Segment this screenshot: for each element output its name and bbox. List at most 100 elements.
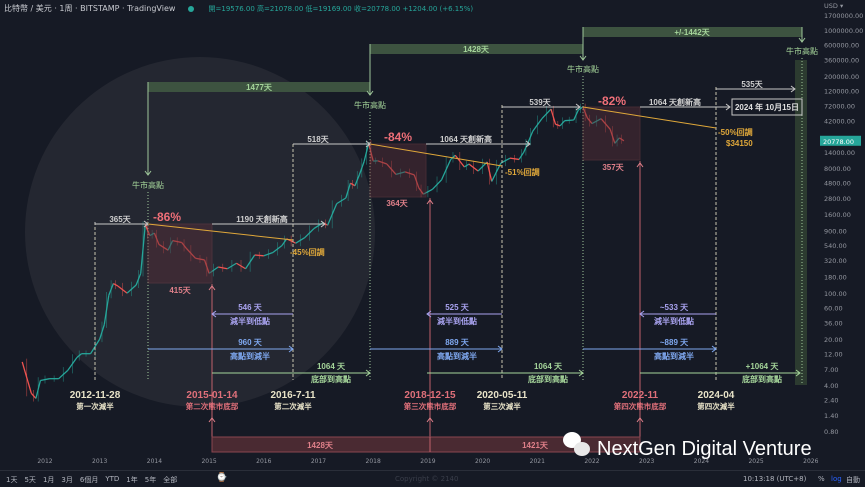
last-price-label: 20778.00 xyxy=(823,138,854,146)
up-arrow-icon xyxy=(636,162,644,168)
y-tick-label: 42000.00 xyxy=(824,118,855,126)
duration-arrow xyxy=(502,103,581,111)
trend-line-3 xyxy=(582,106,717,129)
y-tick-label: 8000.00 xyxy=(824,165,851,173)
new-high-label: 1064 天創新高 xyxy=(440,134,492,144)
x-tick-label: 2016 xyxy=(256,458,271,465)
svg-text:高點到減半: 高點到減半 xyxy=(437,351,477,361)
y-tick-label: 2800.00 xyxy=(824,195,851,203)
retrace-label: -51%回調 xyxy=(505,167,540,177)
to-peak-label: 535天 xyxy=(741,80,763,89)
up-arrow-icon xyxy=(208,417,216,423)
range-button[interactable]: 全部 xyxy=(163,476,178,484)
percent-toggle[interactable]: % xyxy=(818,475,825,483)
x-tick-label: 2018 xyxy=(366,458,381,465)
copyright: Copyright © 2140 xyxy=(395,475,459,483)
peak-label: 牛市高點 xyxy=(786,46,818,56)
cycle-bars: 1477天 1428天 +/-1442天 牛市高點 牛市高點 牛市高點 牛市高點 xyxy=(132,27,818,190)
svg-text:1064 天: 1064 天 xyxy=(317,362,346,371)
duration-arrows xyxy=(94,85,801,423)
bottom-cycle-label: 1428天 xyxy=(307,441,334,450)
range-button[interactable]: 6個月 xyxy=(79,476,99,484)
range-button[interactable]: 5天 xyxy=(24,476,36,484)
bear-days-label: 364天 xyxy=(386,199,408,208)
to-peak-label: 365天 xyxy=(109,215,131,224)
duration-arrow xyxy=(211,310,293,318)
range-button[interactable]: 1天 xyxy=(6,476,18,484)
cycle-bar-3 xyxy=(583,27,802,37)
watermark-text: NextGen Digital Venture xyxy=(597,438,812,460)
bear-box-3 xyxy=(582,106,641,161)
event-date: 2024-04 xyxy=(698,390,735,401)
x-tick-label: 2025 xyxy=(748,458,763,465)
range-button[interactable]: 1年 xyxy=(126,476,138,484)
retrace-label: -45%回調 xyxy=(290,247,325,257)
to-peak-label: 518天 xyxy=(307,135,329,144)
price-chart[interactable]: 1477天 1428天 +/-1442天 牛市高點 牛市高點 牛市高點 牛市高點… xyxy=(0,0,865,470)
y-tick-label: 1000000.00 xyxy=(824,27,863,35)
svg-text:減半到低點: 減半到低點 xyxy=(230,316,270,326)
svg-text:525 天: 525 天 xyxy=(445,303,470,312)
y-tick-label: 600000.00 xyxy=(824,42,859,50)
y-tick-label: 900.00 xyxy=(824,227,847,235)
y-tick-label: 2.40 xyxy=(824,397,838,405)
y-tick-label: 7.00 xyxy=(824,366,838,374)
y-tick-label: 12.00 xyxy=(824,351,843,359)
range-button[interactable]: 3月 xyxy=(61,476,73,484)
watermark-logo xyxy=(25,57,375,407)
retrace-price-label: $34150 xyxy=(726,139,753,148)
interval[interactable]: 1周 xyxy=(59,4,73,13)
cycle-bar-2 xyxy=(370,44,583,54)
up-arrow-icon xyxy=(426,199,434,205)
wechat-icon xyxy=(563,432,590,456)
duration-arrow xyxy=(212,220,326,228)
x-tick-label: 2015 xyxy=(201,458,216,465)
event-label: 第二次減半 xyxy=(274,401,312,411)
range-button[interactable]: 1月 xyxy=(42,476,55,484)
y-tick-label: 1700000.00 xyxy=(824,12,863,20)
auto-toggle[interactable]: 自動 xyxy=(846,476,860,484)
symbol[interactable]: 比特幣 / 美元 xyxy=(4,4,52,13)
y-tick-label: 200000.00 xyxy=(824,73,859,81)
range-button[interactable]: YTD xyxy=(105,475,120,483)
log-toggle[interactable]: log xyxy=(831,475,842,483)
time-axis[interactable]: 2012 2013 2014 2015 2016 2017 2018 2019 2020 2021… xyxy=(37,458,818,465)
x-tick-label: 2019 xyxy=(420,458,435,465)
x-tick-label: 2023 xyxy=(639,458,654,465)
price-axis[interactable]: 1700000.00 1000000.00 600000.00 360000.00 20… xyxy=(820,2,863,436)
y-tick-label: 72000.00 xyxy=(824,102,855,110)
duration-arrow xyxy=(716,85,796,93)
y-tick-label: 4800.00 xyxy=(824,180,851,188)
cycle-bar-1 xyxy=(148,82,370,92)
calendar-icon[interactable]: ⌚ xyxy=(216,473,228,483)
duration-arrow xyxy=(639,310,716,318)
event-date: 2015-01-14 xyxy=(186,390,238,401)
new-high-label: 1064 天創新高 xyxy=(649,97,701,107)
y-tick-label: 4.00 xyxy=(824,382,838,390)
x-tick-label: 2012 xyxy=(37,458,52,465)
event-label: 第四次減半 xyxy=(697,401,735,411)
exchange: BITSTAMP xyxy=(80,4,120,13)
y-tick-label: 320.00 xyxy=(824,257,847,265)
y-tick-label: 20.00 xyxy=(824,336,843,344)
x-tick-label: 2013 xyxy=(92,458,107,465)
event-date: 2020-05-11 xyxy=(477,390,528,401)
duration-labels: 365天 518天 539天 535天 1190 天創新高 1064 天創新高 … xyxy=(109,80,763,224)
y-tick-label: 60.00 xyxy=(824,305,843,313)
x-tick-label: 2017 xyxy=(311,458,326,465)
y-tick-label: 1.40 xyxy=(824,412,838,420)
up-arrow-icon xyxy=(208,285,216,291)
y-tick-label: 0.80 xyxy=(824,428,838,436)
svg-text:減半到低點: 減半到低點 xyxy=(654,316,694,326)
range-button[interactable]: 5年 xyxy=(144,476,157,484)
currency-selector[interactable]: USD ▾ xyxy=(824,2,844,10)
svg-text:~889 天: ~889 天 xyxy=(660,338,689,347)
cycle-interval-labels: 546 天 減半到低點 525 天 減半到低點 ~533 天 減半到低點 960… xyxy=(230,303,782,384)
event-label: 第二次熊市底部 xyxy=(186,401,239,411)
svg-text:底部到高點: 底部到高點 xyxy=(741,374,782,384)
y-tick-label: 14000.00 xyxy=(824,149,855,157)
bear-markets: -86% -84% -82% 415天 364天 357天 -45%回調 -51… xyxy=(147,94,753,295)
drawdown-label: -86% xyxy=(153,210,181,224)
event-label: 第三次減半 xyxy=(483,401,521,411)
